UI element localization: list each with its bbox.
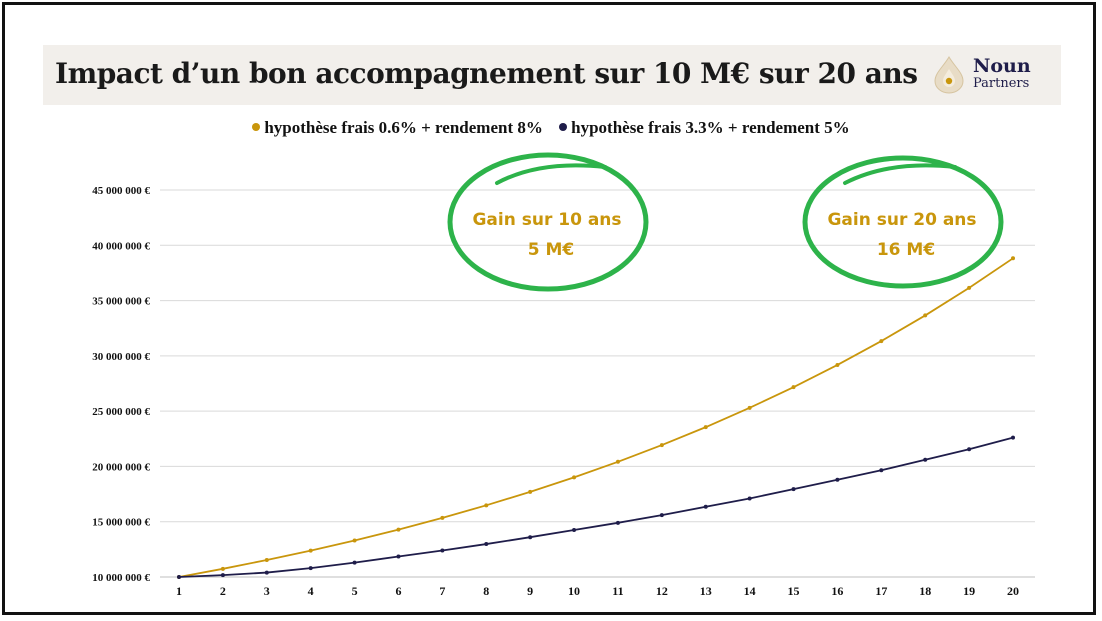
data-point: [791, 487, 796, 492]
data-point: [177, 575, 181, 579]
data-point: [264, 570, 269, 575]
data-point: [572, 528, 577, 533]
x-tick-label: 6: [395, 584, 401, 598]
legend-item-navy: hypothèse frais 3.3% + rendement 5%: [559, 118, 850, 138]
annotation-label: Gain sur 20 ans: [827, 210, 976, 230]
annotation-circle: [447, 152, 649, 292]
data-point: [484, 542, 489, 547]
x-tick-label: 2: [220, 584, 226, 598]
logo-subtitle: Partners: [973, 76, 1030, 91]
x-tick-label: 7: [439, 584, 445, 598]
data-point: [703, 504, 708, 509]
data-point: [879, 468, 884, 473]
legend-label-navy: hypothèse frais 3.3% + rendement 5%: [571, 118, 850, 137]
logo-name: Noun: [973, 55, 1031, 77]
data-point: [396, 554, 401, 559]
title-bar: Impact d’un bon accompagnement sur 10 M€…: [43, 45, 1061, 105]
data-point: [659, 513, 664, 518]
series-line-navy: [178, 436, 1014, 578]
data-point: [747, 496, 752, 501]
x-tick-label: 17: [875, 584, 887, 598]
data-point: [923, 313, 928, 318]
x-tick-label: 8: [483, 584, 489, 598]
y-tick-label: 25 000 000 €: [92, 406, 150, 418]
series-line-gold: [178, 257, 1014, 578]
x-tick-label: 9: [527, 584, 533, 598]
annotation-circle: [802, 155, 1004, 289]
x-tick-label: 11: [612, 584, 623, 598]
data-point: [440, 515, 445, 520]
x-tick-label: 5: [352, 584, 358, 598]
data-point: [220, 566, 225, 571]
data-point: [615, 459, 620, 464]
annotation-value: 5 M€: [528, 240, 575, 260]
y-tick-label: 20 000 000 €: [92, 461, 150, 473]
data-point: [879, 339, 884, 344]
y-tick-label: 45 000 000 €: [92, 185, 150, 197]
data-point: [528, 535, 533, 540]
data-point: [659, 443, 664, 448]
annotation-value: 16 M€: [877, 240, 935, 260]
x-tick-label: 18: [919, 584, 931, 598]
y-tick-label: 15 000 000 €: [92, 517, 150, 529]
noun-partners-logo-icon: [934, 56, 964, 94]
data-point: [264, 558, 269, 563]
data-point: [791, 385, 796, 390]
data-point: [747, 405, 752, 410]
data-point: [572, 475, 577, 480]
data-point: [835, 362, 840, 367]
page-title: Impact d’un bon accompagnement sur 10 M€…: [55, 57, 918, 90]
x-tick-label: 20: [1007, 584, 1019, 598]
x-tick-label: 4: [308, 584, 314, 598]
data-point: [352, 560, 357, 565]
annotation-stroke: [843, 163, 957, 185]
x-tick-label: 19: [963, 584, 975, 598]
x-tick-label: 10: [568, 584, 580, 598]
data-point: [703, 425, 708, 430]
x-tick-label: 15: [788, 584, 800, 598]
x-tick-label: 14: [744, 584, 756, 598]
y-tick-label: 40 000 000 €: [92, 240, 150, 252]
data-point: [528, 489, 533, 494]
y-tick-label: 10 000 000 €: [92, 572, 150, 584]
legend-dot-navy: [559, 123, 568, 132]
annotation-label: Gain sur 10 ans: [472, 210, 621, 230]
x-tick-label: 12: [656, 584, 668, 598]
annotation-stroke: [495, 163, 607, 185]
data-point: [1011, 435, 1015, 440]
x-tick-label: 13: [700, 584, 712, 598]
x-tick-label: 16: [831, 584, 843, 598]
x-tick-label: 3: [264, 584, 270, 598]
logo: Noun Partners: [931, 53, 1041, 97]
data-point: [967, 447, 972, 452]
data-point: [440, 548, 445, 553]
chart-legend: hypothèse frais 0.6% + rendement 8% hypo…: [0, 118, 1102, 138]
y-tick-label: 35 000 000 €: [92, 296, 150, 308]
x-tick-label: 1: [176, 584, 182, 598]
data-point: [484, 503, 489, 508]
legend-label-gold: hypothèse frais 0.6% + rendement 8%: [264, 118, 543, 137]
data-point: [967, 285, 972, 290]
data-point: [308, 566, 313, 571]
data-point: [396, 527, 401, 532]
data-point: [923, 457, 928, 462]
data-point: [308, 548, 313, 553]
legend-dot-gold: [252, 123, 261, 132]
data-point: [1011, 256, 1015, 261]
data-point: [220, 573, 225, 578]
data-point: [352, 538, 357, 543]
y-tick-label: 30 000 000 €: [92, 351, 150, 363]
data-point: [835, 477, 840, 482]
legend-item-gold: hypothèse frais 0.6% + rendement 8%: [252, 118, 543, 138]
data-point: [615, 520, 620, 525]
